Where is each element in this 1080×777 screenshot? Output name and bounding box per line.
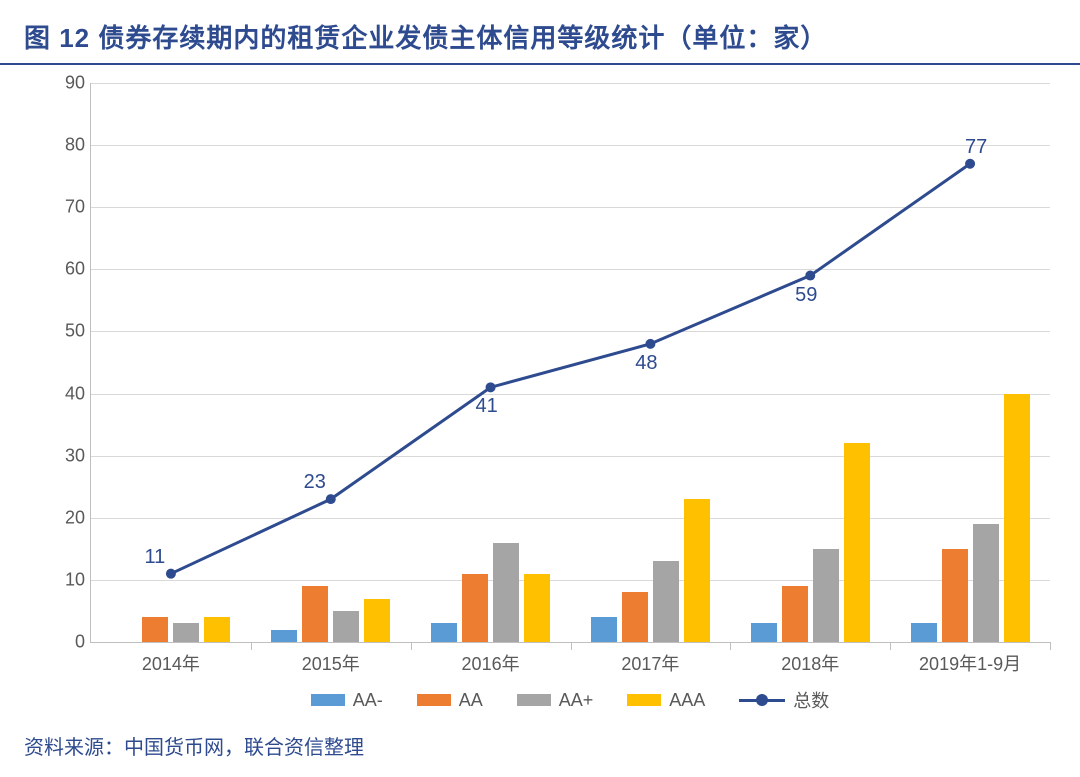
line-marker <box>645 339 655 349</box>
line-marker <box>326 494 336 504</box>
legend-swatch <box>311 694 345 706</box>
x-tick <box>251 642 252 650</box>
x-tick-label: 2019年1-9月 <box>890 650 1050 676</box>
x-tick <box>890 642 891 650</box>
line-总数 <box>91 83 1050 642</box>
y-tick-label: 20 <box>47 507 85 528</box>
legend-item-AA+: AA+ <box>517 690 594 711</box>
y-tick-label: 90 <box>47 73 85 94</box>
line-marker <box>965 159 975 169</box>
x-tick-label: 2017年 <box>570 650 730 676</box>
chart-title: 图 12 债券存续期内的租赁企业发债主体信用等级统计（单位：家） <box>0 0 1080 65</box>
legend-swatch <box>417 694 451 706</box>
legend-swatch <box>627 694 661 706</box>
legend-label: AA- <box>353 690 383 711</box>
chart-plot-area: 01020304050607080902014年2015年2016年2017年2… <box>90 83 1050 643</box>
legend-item-AA-: AA- <box>311 690 383 711</box>
x-tick-label: 2014年 <box>91 650 251 676</box>
y-tick-label: 80 <box>47 135 85 156</box>
legend-label: 总数 <box>793 687 829 713</box>
y-tick-label: 70 <box>47 197 85 218</box>
x-tick <box>571 642 572 650</box>
legend-label: AAA <box>669 690 705 711</box>
legend-item-总数: 总数 <box>739 687 829 713</box>
legend-item-AA: AA <box>417 690 483 711</box>
y-tick-label: 40 <box>47 383 85 404</box>
y-tick-label: 30 <box>47 445 85 466</box>
x-tick <box>1050 642 1051 650</box>
x-tick <box>730 642 731 650</box>
x-tick-label: 2015年 <box>251 650 411 676</box>
x-tick-label: 2018年 <box>730 650 890 676</box>
legend-line-swatch <box>739 691 785 709</box>
legend: AA- AA AA+ AAA 总数 <box>60 687 1080 713</box>
x-tick <box>411 642 412 650</box>
line-marker <box>486 382 496 392</box>
x-tick-label: 2016年 <box>411 650 571 676</box>
legend-swatch <box>517 694 551 706</box>
legend-label: AA+ <box>559 690 594 711</box>
line-marker <box>805 271 815 281</box>
legend-item-AAA: AAA <box>627 690 705 711</box>
y-tick-label: 10 <box>47 569 85 590</box>
legend-label: AA <box>459 690 483 711</box>
line-marker <box>166 569 176 579</box>
y-tick-label: 0 <box>47 632 85 653</box>
source-text: 资料来源：中国货币网，联合资信整理 <box>0 713 1080 760</box>
y-tick-label: 50 <box>47 321 85 342</box>
y-tick-label: 60 <box>47 259 85 280</box>
